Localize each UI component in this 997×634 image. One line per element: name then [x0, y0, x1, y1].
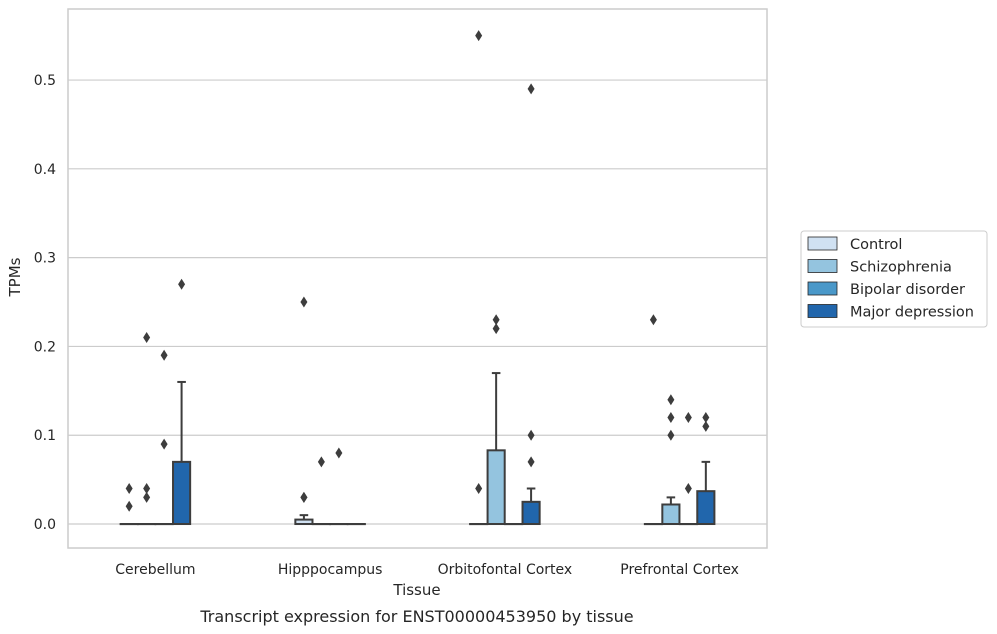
box [696, 490, 716, 526]
box-group [329, 447, 349, 526]
plot-marks [119, 30, 716, 526]
chart-caption: Transcript expression for ENST0000045395… [199, 607, 633, 626]
box-group [696, 411, 716, 526]
x-axis-label: Tissue [392, 581, 440, 599]
outlier-point [684, 483, 692, 495]
y-axis-ticks: 0.0 0.1 0.2 0.3 0.4 0.5 [34, 73, 56, 533]
y-tick-label: 0.0 [34, 517, 56, 533]
outlier-point [527, 83, 535, 95]
outlier-point [667, 429, 675, 441]
outlier-point [317, 456, 325, 468]
box [172, 460, 192, 526]
box-group [311, 456, 331, 526]
x-tick-label: Cerebellum [115, 562, 195, 578]
box-group [137, 332, 157, 526]
legend-swatch [807, 236, 838, 251]
y-tick-label: 0.2 [34, 339, 56, 355]
box [661, 503, 681, 526]
outlier-point [300, 491, 308, 503]
outlier-point [649, 314, 657, 326]
x-tick-label: Orbitofontal Cortex [438, 562, 573, 578]
outlier-point [178, 278, 186, 290]
legend-label: Control [850, 237, 902, 253]
box [486, 449, 506, 526]
box-group [119, 483, 139, 526]
box-group [661, 394, 681, 526]
box-group [678, 411, 698, 526]
box-group [172, 278, 192, 526]
x-tick-label: Hipppocampus [278, 562, 383, 578]
legend-label: Bipolar disorder [850, 282, 965, 298]
y-axis-label: TPMs [6, 257, 24, 297]
outlier-point [492, 323, 500, 335]
outlier-point [684, 411, 692, 423]
legend: Control Schizophrenia Bipolar disorder Majo… [800, 230, 988, 328]
legend-frame [800, 230, 988, 328]
outlier-point [702, 411, 710, 423]
legend-swatch [807, 281, 838, 296]
outlier-point [125, 500, 133, 512]
outlier-point [527, 456, 535, 468]
box-group [469, 30, 489, 526]
outlier-point [702, 420, 710, 432]
outlier-point [160, 438, 168, 450]
box-group [154, 349, 174, 526]
y-tick-label: 0.1 [34, 428, 56, 444]
box [521, 500, 541, 526]
legend-label: Major depression [850, 305, 974, 321]
box-group [643, 314, 663, 526]
legend-label: Schizophrenia [850, 260, 952, 276]
outlier-point [143, 483, 151, 495]
outlier-point [527, 429, 535, 441]
box-group [486, 314, 506, 526]
plot-frame [67, 8, 768, 549]
y-tick-label: 0.4 [34, 162, 56, 178]
legend-swatch [807, 259, 838, 273]
outlier-point [475, 30, 483, 42]
y-tick-label: 0.5 [34, 73, 56, 89]
box-group [294, 296, 314, 526]
outlier-point [667, 411, 675, 423]
outlier-point [475, 483, 483, 495]
outlier-point [125, 483, 133, 495]
outlier-point [160, 349, 168, 361]
grid-lines [68, 79, 767, 525]
x-tick-label: Prefrontal Cortex [620, 562, 739, 578]
outlier-point [492, 314, 500, 326]
box-group [521, 83, 541, 526]
x-axis-ticks: Cerebellum Hipppocampus Orbitofontal Corte… [115, 562, 739, 578]
y-tick-label: 0.3 [34, 251, 56, 267]
outlier-point [300, 296, 308, 308]
outlier-point [143, 332, 151, 344]
outlier-point [667, 394, 675, 406]
outlier-point [143, 491, 151, 503]
legend-swatch [807, 304, 838, 318]
outlier-point [335, 447, 343, 459]
